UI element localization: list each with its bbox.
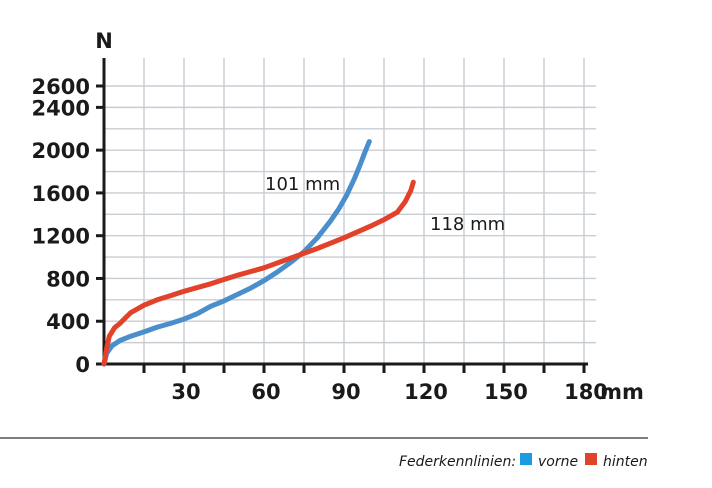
x-tick-label: 150: [484, 380, 528, 404]
legend-label-hinten: hinten: [603, 454, 648, 470]
labels: 30 60 90 120 150 180 0 400 800 1200 1600 2000 240026…: [32, 75, 608, 404]
y-tick-label: 400: [46, 310, 90, 334]
legend-swatch-hinten: [585, 453, 597, 465]
x-tick-label: 90: [331, 380, 360, 404]
x-tick-label: 120: [404, 380, 448, 404]
y-tick-label: 0: [75, 353, 90, 377]
y-tick-label: 1600: [32, 182, 90, 206]
x-tick-label: 30: [171, 380, 200, 404]
legend-prefix: Federkennlinien:: [399, 454, 516, 470]
series-layer: [101, 139, 416, 367]
y-tick-label: 800: [46, 267, 90, 291]
legend-label-vorne: vorne: [538, 454, 578, 470]
series-end-label-hinten: 118 mm: [430, 214, 505, 235]
series-end-label-vorne: 101 mm: [265, 174, 340, 195]
series-line-hinten: [101, 179, 416, 367]
y-axis-unit: N: [95, 29, 113, 53]
x-tick-label: 60: [251, 380, 280, 404]
legend-swatch-vorne: [520, 453, 532, 465]
y-tick-label: 2000: [32, 139, 90, 163]
x-axis-unit: mm: [600, 380, 644, 404]
axes: [96, 58, 588, 373]
x-tick-label: 180: [564, 380, 608, 404]
legend: Federkennlinien: vorne hinten: [399, 453, 648, 470]
y-tick-label: 1200: [32, 225, 90, 249]
grid: [104, 58, 596, 364]
y-tick-label: 2400: [32, 96, 90, 120]
y-tick-label: 2600: [32, 75, 90, 99]
series-line-vorne: [101, 139, 372, 367]
